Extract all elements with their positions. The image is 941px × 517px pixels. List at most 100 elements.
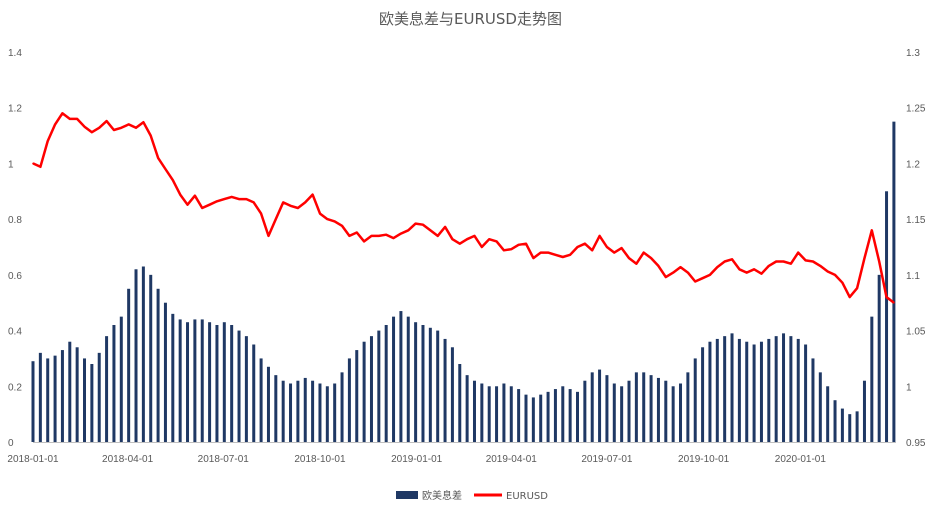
y-right-tick-label: 1.3 <box>906 48 920 59</box>
eurusd-point <box>260 212 262 215</box>
bar <box>509 386 513 442</box>
eurusd-point <box>120 126 123 129</box>
bar <box>208 322 212 442</box>
x-tick-label: 2018-10-01 <box>294 454 346 465</box>
bar <box>163 302 167 442</box>
x-tick-label: 2018-01-01 <box>7 454 59 465</box>
eurusd-point <box>885 296 888 298</box>
eurusd-point <box>105 120 108 122</box>
x-tick-label: 2019-07-01 <box>581 454 633 465</box>
bar <box>818 372 822 442</box>
x-tick-label: 2019-04-01 <box>486 454 538 465</box>
bar <box>281 380 285 442</box>
bar <box>811 358 815 442</box>
bar <box>450 347 454 442</box>
bar <box>671 386 675 442</box>
bar <box>90 364 94 442</box>
bar <box>119 316 123 442</box>
bar <box>149 274 153 442</box>
eurusd-point <box>466 238 468 240</box>
bar <box>789 336 793 442</box>
eurusd-point <box>503 249 505 252</box>
bar <box>517 389 521 442</box>
bar <box>414 322 418 442</box>
bar <box>620 386 624 442</box>
y-left-tick-label: 0 <box>8 438 14 449</box>
eurusd-point <box>252 201 255 204</box>
bar <box>759 341 763 442</box>
bar <box>200 319 204 442</box>
bar <box>568 389 572 442</box>
y-right-tick-label: 0.95 <box>906 438 926 449</box>
bar <box>855 411 859 442</box>
bar <box>259 358 263 442</box>
eurusd-point <box>407 229 410 232</box>
eurusd-point <box>613 251 616 254</box>
bar <box>193 319 197 442</box>
eurusd-line <box>32 112 895 304</box>
legend-bar-label: 欧美息差 <box>422 489 462 502</box>
bar <box>627 380 631 442</box>
eurusd-point <box>664 276 667 278</box>
eurusd-point <box>61 112 64 115</box>
bar <box>737 338 741 442</box>
bar <box>701 347 705 442</box>
bar <box>480 383 484 442</box>
y-left-tick-label: 0.6 <box>8 271 22 282</box>
y-right-tick-label: 1.1 <box>906 271 920 282</box>
eurusd-point <box>400 232 402 235</box>
bar <box>399 311 403 442</box>
bar <box>289 383 293 442</box>
eurusd-point <box>201 207 204 209</box>
bar <box>583 380 587 442</box>
eurusd-point <box>311 193 314 196</box>
eurusd-point <box>591 249 594 252</box>
eurusd-point <box>164 168 167 170</box>
eurusd-point <box>775 260 777 263</box>
eurusd-point <box>149 134 152 137</box>
bar <box>105 336 109 442</box>
bar <box>230 325 234 442</box>
bar <box>885 191 889 442</box>
eurusd-point <box>797 251 800 254</box>
x-tick-label: 2019-01-01 <box>391 454 443 465</box>
eurusd-point <box>804 259 807 262</box>
eurusd-point <box>790 262 792 265</box>
bar <box>340 372 344 442</box>
legend-bar-swatch <box>396 491 418 499</box>
eurusd-point <box>848 296 851 298</box>
bar <box>318 383 322 442</box>
bar <box>782 333 786 442</box>
eurusd-point <box>275 218 277 220</box>
eurusd-point <box>297 207 299 209</box>
axes: 0 0.2 0.4 0.6 0.8 1 1.2 1.4 0.95 1 1.05 1.1 1.15 1.2 1… <box>7 48 925 465</box>
bar <box>870 316 874 442</box>
bar <box>774 336 778 442</box>
eurusd-point <box>267 235 270 237</box>
eurusd-point <box>98 126 101 129</box>
bar <box>686 372 690 442</box>
bar <box>75 347 79 442</box>
bar <box>141 266 145 442</box>
bar <box>664 380 668 442</box>
eurusd-point <box>355 231 358 234</box>
bar <box>862 380 866 442</box>
bar <box>605 375 609 442</box>
eurusd-point <box>230 196 233 198</box>
eurusd-point <box>68 118 71 120</box>
bar <box>38 352 42 442</box>
bar <box>877 274 881 442</box>
eurusd-point <box>525 242 527 245</box>
eurusd-point <box>414 222 417 225</box>
eurusd-point <box>606 246 608 248</box>
bar <box>60 350 64 442</box>
bar <box>612 383 616 442</box>
eurusd-point <box>709 274 711 276</box>
eurusd-point <box>532 257 535 259</box>
bar <box>377 330 381 442</box>
eurusd-point <box>458 242 461 245</box>
bar <box>333 383 337 442</box>
bar <box>693 358 697 442</box>
eurusd-point <box>650 257 652 259</box>
eurusd-point <box>32 162 34 165</box>
